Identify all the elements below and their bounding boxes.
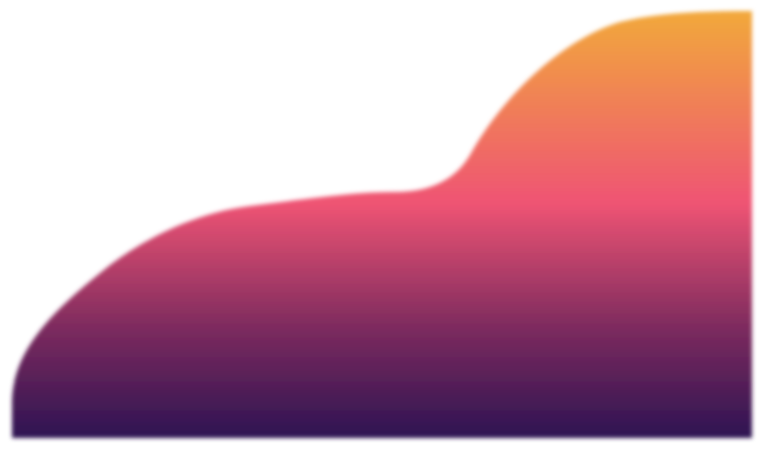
wave-shape <box>12 11 752 438</box>
